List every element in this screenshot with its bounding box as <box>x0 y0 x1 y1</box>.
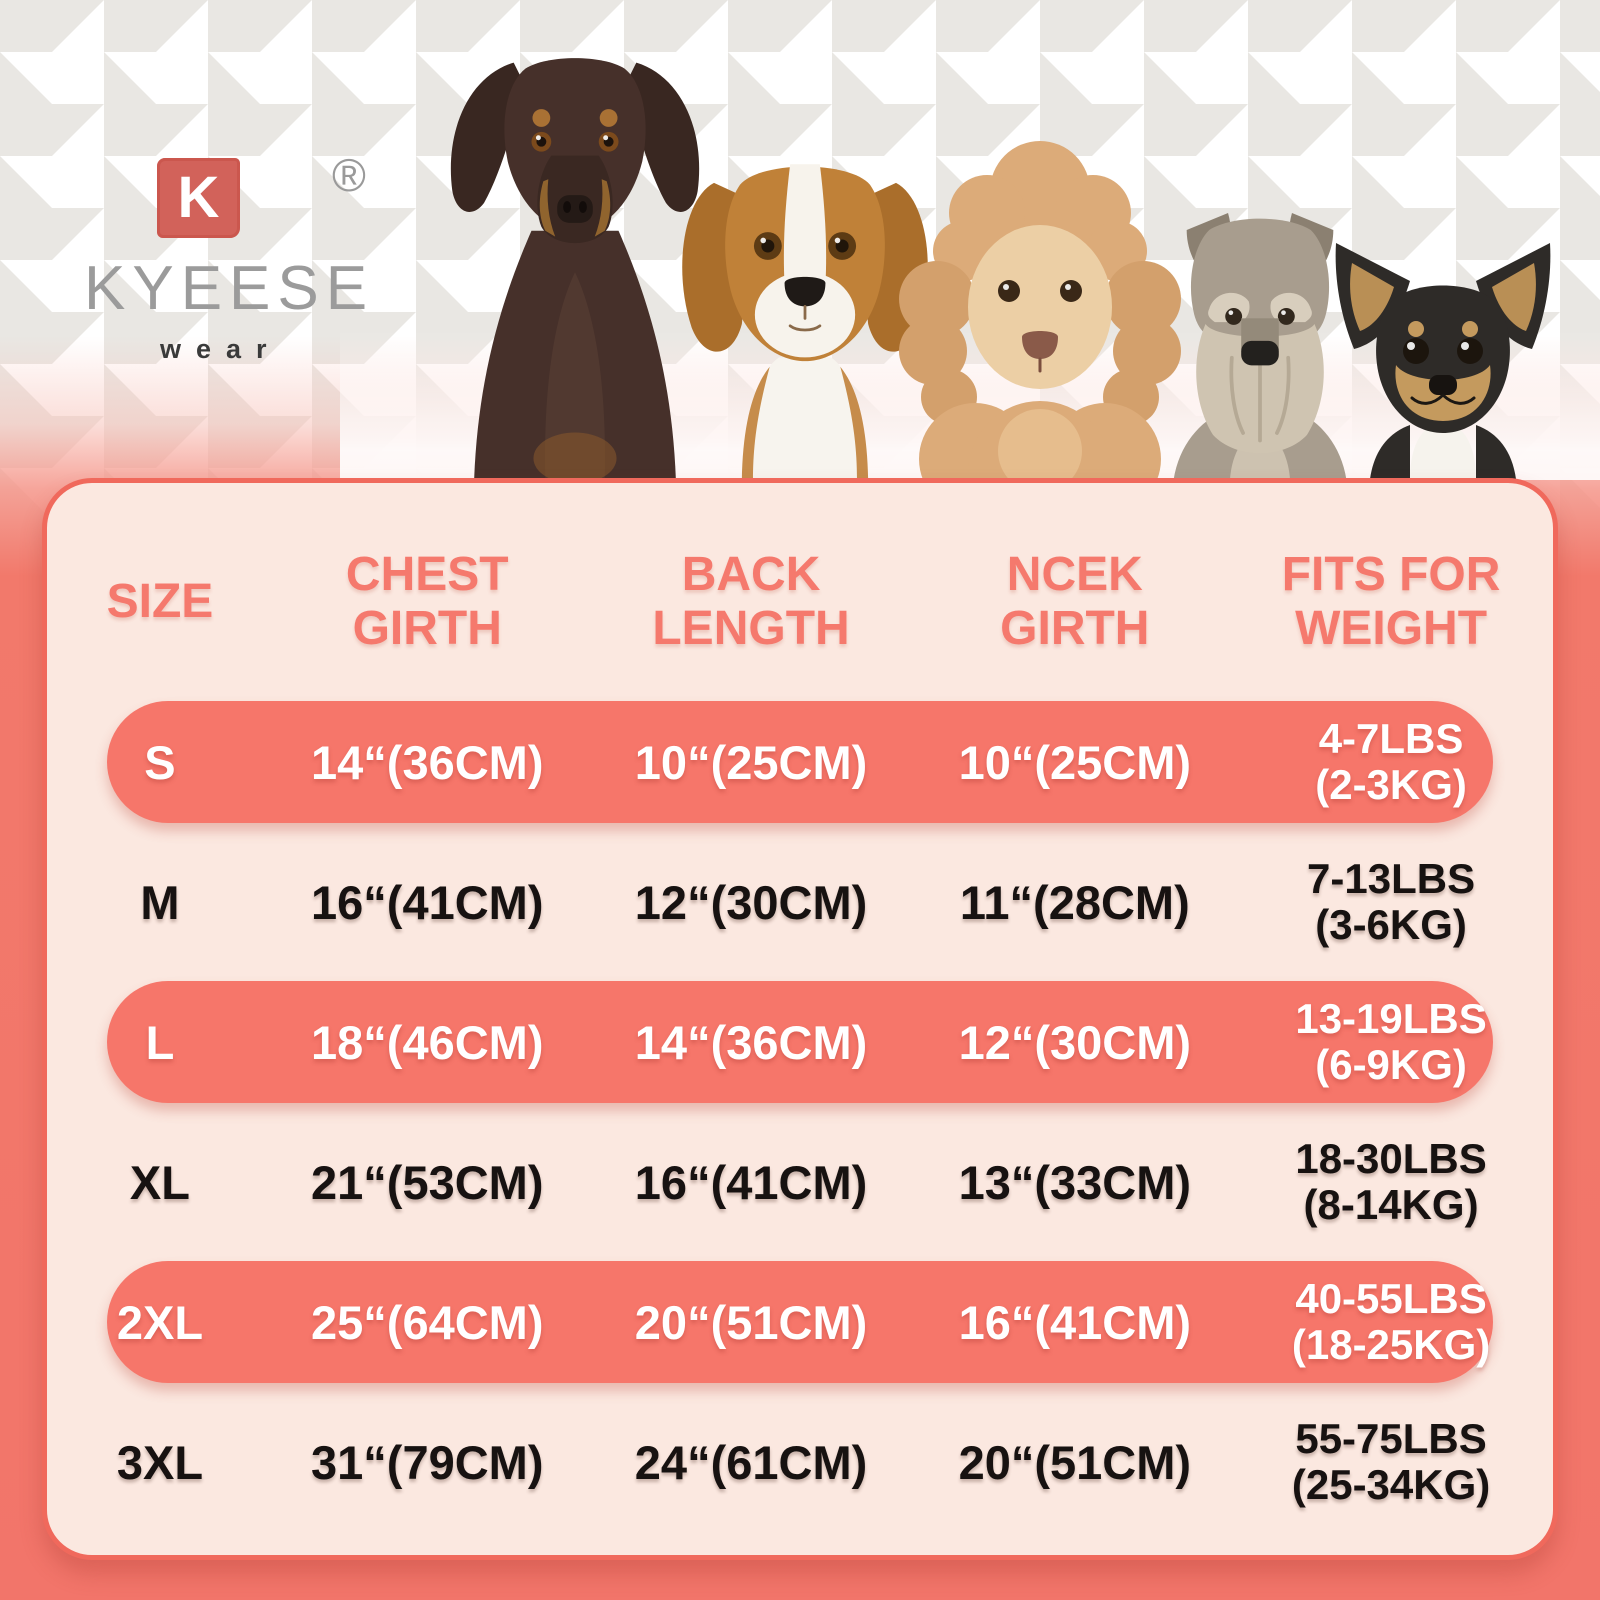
size-chart-header-row: SIZE CHEST GIRTH BACK LENGTH NCEK GIRTH … <box>47 507 1553 697</box>
column-header-fits-for-weight: FITS FOR WEIGHT <box>1281 548 1501 655</box>
neck-girth-value: 16“(41CM) <box>958 1295 1192 1349</box>
back-length-value: 14“(36CM) <box>634 1015 868 1069</box>
weight-range-value: 40-55LBS (18-25KG) <box>1291 1274 1491 1368</box>
table-row-size-xl: XL 21“(53CM) 16“(41CM) 13“(33CM) 18-30LB… <box>47 1121 1553 1243</box>
weight-range-value: 13-19LBS (6-9KG) <box>1295 994 1487 1088</box>
size-chart-rows: S 14“(36CM) 10“(25CM) 10“(25CM) 4-7LBS (… <box>47 701 1553 1523</box>
neck-girth-value: 12“(30CM) <box>958 1015 1192 1069</box>
back-length-value: 16“(41CM) <box>634 1155 868 1209</box>
table-row-size-2xl: 2XL 25“(64CM) 20“(51CM) 16“(41CM) 40-55L… <box>47 1261 1553 1383</box>
size-value: S <box>144 735 176 789</box>
chest-girth-value: 14“(36CM) <box>311 735 544 789</box>
size-value: M <box>140 875 180 929</box>
weight-range-value: 7-13LBS (3-6KG) <box>1307 854 1476 948</box>
back-length-value: 20“(51CM) <box>634 1295 868 1349</box>
weight-range-value: 18-30LBS (8-14KG) <box>1295 1134 1487 1228</box>
table-row-size-l: L 18“(46CM) 14“(36CM) 12“(30CM) 13-19LBS… <box>47 981 1553 1103</box>
table-row-size-3xl: 3XL 31“(79CM) 24“(61CM) 20“(51CM) 55-75L… <box>47 1401 1553 1523</box>
chest-girth-value: 21“(53CM) <box>311 1155 544 1209</box>
column-header-chest-girth: CHEST GIRTH <box>345 548 509 655</box>
size-value: 2XL <box>116 1295 204 1349</box>
weight-range-value: 4-7LBS (2-3KG) <box>1315 714 1467 808</box>
chest-girth-value: 18“(46CM) <box>311 1015 544 1069</box>
column-header-back-length: BACK LENGTH <box>652 548 850 655</box>
neck-girth-value: 10“(25CM) <box>958 735 1192 789</box>
chihuahua-dog-image <box>1335 243 1551 479</box>
chest-girth-value: 25“(64CM) <box>311 1295 544 1349</box>
neck-girth-value: 11“(28CM) <box>959 875 1190 929</box>
column-header-neck-girth: NCEK GIRTH <box>1000 548 1150 655</box>
size-value: XL <box>129 1155 190 1209</box>
chest-girth-value: 16“(41CM) <box>311 875 544 929</box>
table-row-size-m: M 16“(41CM) 12“(30CM) 11“(28CM) 7-13LBS … <box>47 841 1553 963</box>
neck-girth-value: 20“(51CM) <box>958 1435 1192 1489</box>
table-row-size-s: S 14“(36CM) 10“(25CM) 10“(25CM) 4-7LBS (… <box>47 701 1553 823</box>
chest-girth-value: 31“(79CM) <box>311 1435 544 1489</box>
size-value: 3XL <box>116 1435 204 1489</box>
size-value: L <box>145 1015 175 1069</box>
column-header-size: SIZE <box>106 575 214 629</box>
back-length-value: 24“(61CM) <box>634 1435 868 1489</box>
neck-girth-value: 13“(33CM) <box>958 1155 1192 1209</box>
back-length-value: 12“(30CM) <box>634 875 868 929</box>
size-chart-panel: SIZE CHEST GIRTH BACK LENGTH NCEK GIRTH … <box>42 478 1558 1560</box>
back-length-value: 10“(25CM) <box>634 735 868 789</box>
weight-range-value: 55-75LBS (25-34KG) <box>1291 1414 1491 1508</box>
